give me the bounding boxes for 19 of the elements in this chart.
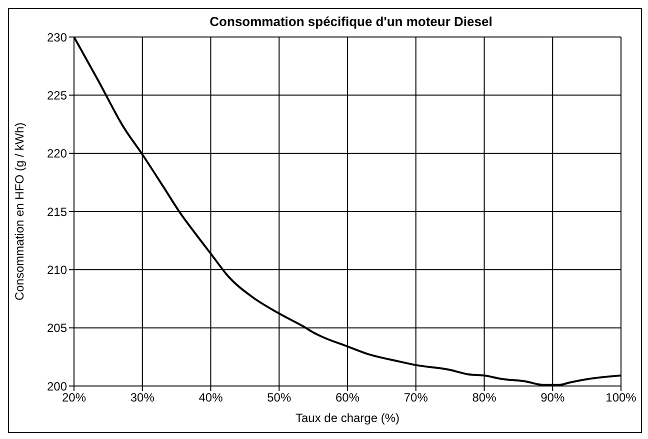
y-tick-label: 220 <box>46 146 68 161</box>
y-tick-label: 215 <box>46 204 68 219</box>
x-tick-label: 70% <box>404 390 428 405</box>
chart-title: Consommation spécifique d'un moteur Diesel <box>208 14 494 29</box>
x-tick-label: 60% <box>335 390 360 405</box>
x-axis-title: Taux de charge (%) <box>295 411 400 425</box>
x-tick-label: 90% <box>540 390 565 405</box>
x-tick-label: 100% <box>606 390 637 405</box>
y-tick-label: 225 <box>46 88 68 102</box>
x-tick-label: 50% <box>267 390 292 405</box>
y-axis-title: Consommation en HFO (g / kWh) <box>12 122 26 301</box>
x-tick-label: 20% <box>62 390 86 405</box>
y-tick-label: 230 <box>46 30 68 44</box>
y-tick-label: 205 <box>46 321 68 336</box>
y-tick-label: 210 <box>46 262 68 277</box>
y-tick-label: 200 <box>46 379 68 394</box>
x-tick-label: 40% <box>198 390 224 405</box>
x-tick-label: 80% <box>472 390 497 405</box>
x-tick-label: 30% <box>130 390 155 405</box>
